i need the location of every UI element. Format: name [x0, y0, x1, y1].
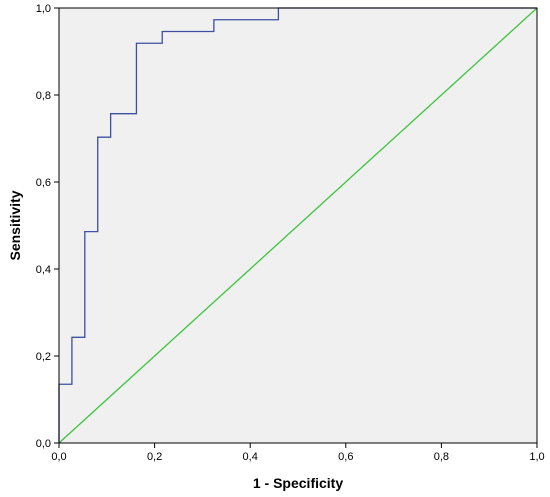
y-axis: 0,0 0,2 0,4 0,6 0,8 1,0 — [36, 3, 59, 450]
roc-curve-series — [58, 7, 537, 443]
reference-diagonal-series — [58, 7, 538, 444]
plot-frame — [58, 7, 538, 444]
y-axis-title: Sensitivity — [7, 190, 23, 260]
y-tick-label: 0,4 — [36, 264, 51, 276]
y-tick-label: 0,6 — [36, 177, 51, 189]
y-tick-label: 0,0 — [36, 438, 51, 450]
x-tick-label: 0,4 — [243, 451, 258, 463]
y-tick-label: 0,8 — [36, 90, 51, 102]
x-axis: 0,0 0,2 0,4 0,6 0,8 1,0 — [51, 443, 545, 463]
x-tick-label: 0,8 — [434, 451, 449, 463]
x-axis-title: 1 - Specificity — [253, 475, 343, 491]
x-tick-label: 0,6 — [338, 451, 353, 463]
x-tick-label: 0,2 — [147, 451, 162, 463]
x-tick-label: 0,0 — [51, 451, 66, 463]
x-tick-label: 1,0 — [529, 451, 544, 463]
y-tick-label: 1,0 — [36, 3, 51, 15]
y-tick-label: 0,2 — [36, 351, 51, 363]
